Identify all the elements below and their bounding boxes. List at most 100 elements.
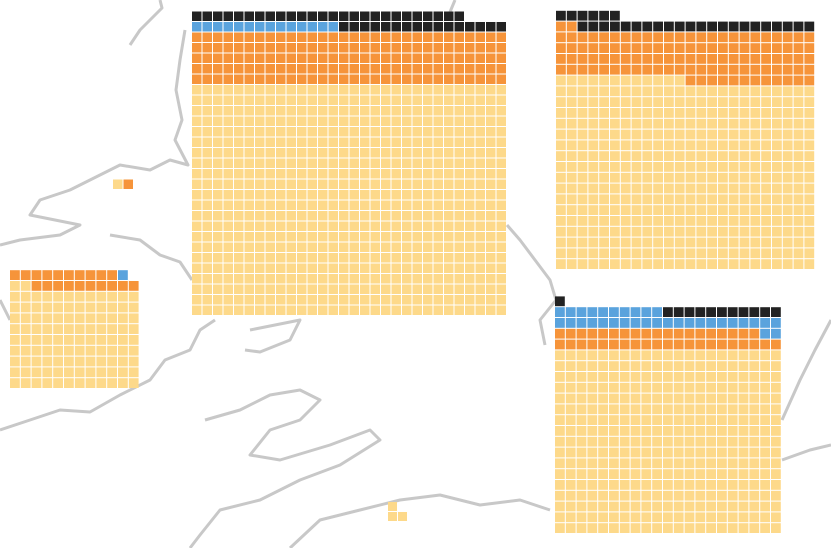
waffle-cell: [391, 74, 401, 84]
waffle-cell: [423, 253, 433, 263]
waffle-cell: [486, 200, 496, 210]
waffle-cell: [444, 200, 454, 210]
waffle-cell: [771, 382, 781, 393]
waffle-cell: [328, 64, 338, 74]
waffle-cell: [565, 404, 576, 415]
waffle-cell: [771, 404, 781, 415]
waffle-cell: [10, 270, 20, 280]
waffle-cell: [718, 183, 728, 194]
waffle-cell: [555, 350, 565, 361]
waffle-cell: [42, 324, 53, 334]
waffle-cell: [213, 295, 223, 305]
waffle-cell: [652, 382, 662, 393]
waffle-cell: [360, 53, 370, 63]
waffle-cell: [718, 226, 728, 237]
waffle-cell: [328, 53, 338, 63]
waffle-cell: [74, 367, 85, 378]
waffle-cell: [31, 324, 42, 334]
waffle-cell: [749, 480, 760, 490]
waffle-cell: [402, 43, 412, 53]
waffle-cell: [707, 259, 717, 269]
waffle-cell: [286, 253, 296, 263]
waffle-cell: [588, 226, 599, 237]
waffle-cell: [556, 32, 566, 43]
waffle-cell: [760, 350, 770, 361]
waffle-cell: [620, 216, 631, 226]
waffle-cell: [223, 274, 233, 284]
waffle-cell: [412, 148, 422, 158]
waffle-cell: [717, 393, 727, 404]
waffle-cell: [728, 75, 739, 86]
waffle-cell: [307, 158, 317, 168]
waffle-cell: [454, 74, 464, 84]
waffle-cell: [642, 162, 653, 172]
waffle-cell: [674, 162, 685, 172]
waffle-cell: [433, 74, 443, 84]
waffle-cell: [587, 328, 598, 339]
waffle-cell: [234, 274, 244, 284]
waffle-cell: [610, 32, 620, 43]
waffle-cell: [728, 151, 739, 161]
waffle-cell: [339, 190, 349, 200]
waffle-cell: [749, 318, 760, 328]
waffle-cell: [804, 54, 815, 64]
waffle-cell: [664, 86, 674, 97]
waffle-cell: [328, 32, 338, 42]
waffle-cell: [749, 447, 760, 458]
waffle-cell: [202, 22, 212, 32]
waffle-cell: [717, 361, 727, 371]
waffle-cell: [244, 284, 254, 294]
waffle-cell: [739, 172, 750, 183]
waffle-cell: [444, 11, 454, 21]
waffle-cell: [761, 97, 771, 107]
waffle-cell: [588, 216, 599, 226]
waffle-cell: [804, 97, 815, 107]
waffle-cell: [402, 232, 412, 242]
waffle-cell: [663, 415, 673, 425]
waffle-cell: [475, 253, 485, 263]
waffle-cell: [118, 345, 128, 356]
waffle-cell: [728, 216, 739, 226]
waffle-cell: [609, 523, 619, 533]
waffle-cell: [475, 242, 485, 252]
waffle-cell: [782, 259, 793, 269]
waffle-cell: [664, 54, 674, 64]
waffle-cell: [761, 194, 771, 205]
waffle-cell: [576, 328, 587, 339]
waffle-cell: [475, 148, 485, 158]
waffle-cell: [286, 85, 296, 95]
waffle-cell: [328, 179, 338, 189]
waffle-cell: [631, 226, 642, 237]
waffle-cell: [782, 54, 793, 64]
waffle-cell: [577, 118, 588, 129]
waffle-cell: [10, 281, 20, 291]
waffle-cell: [402, 85, 412, 95]
waffle-cell: [255, 74, 265, 84]
waffle-cell: [496, 169, 506, 179]
waffle-cell: [664, 118, 674, 129]
waffle-cell: [402, 158, 412, 168]
waffle-cell: [630, 393, 641, 404]
waffle-cell: [630, 501, 641, 512]
waffle-cell: [631, 32, 642, 43]
waffle-cell: [598, 480, 608, 490]
waffle-cell: [465, 158, 475, 168]
waffle-cell: [610, 86, 620, 97]
waffle-cell: [696, 64, 707, 75]
waffle-cell: [782, 205, 793, 215]
waffle-cell: [412, 295, 422, 305]
waffle-cell: [695, 415, 706, 425]
waffle-cell: [64, 335, 74, 345]
waffle-cell: [576, 469, 587, 479]
waffle-cell: [588, 10, 599, 21]
waffle-cell: [339, 64, 349, 74]
waffle-cell: [234, 284, 244, 294]
waffle-cell: [276, 127, 286, 137]
waffle-cell: [53, 291, 63, 302]
waffle-cell: [782, 183, 793, 194]
waffle-cell: [433, 85, 443, 95]
waffle-cell: [771, 339, 781, 350]
waffle-cell: [749, 350, 760, 361]
waffle-cell: [360, 179, 370, 189]
waffle-cell: [760, 523, 770, 533]
